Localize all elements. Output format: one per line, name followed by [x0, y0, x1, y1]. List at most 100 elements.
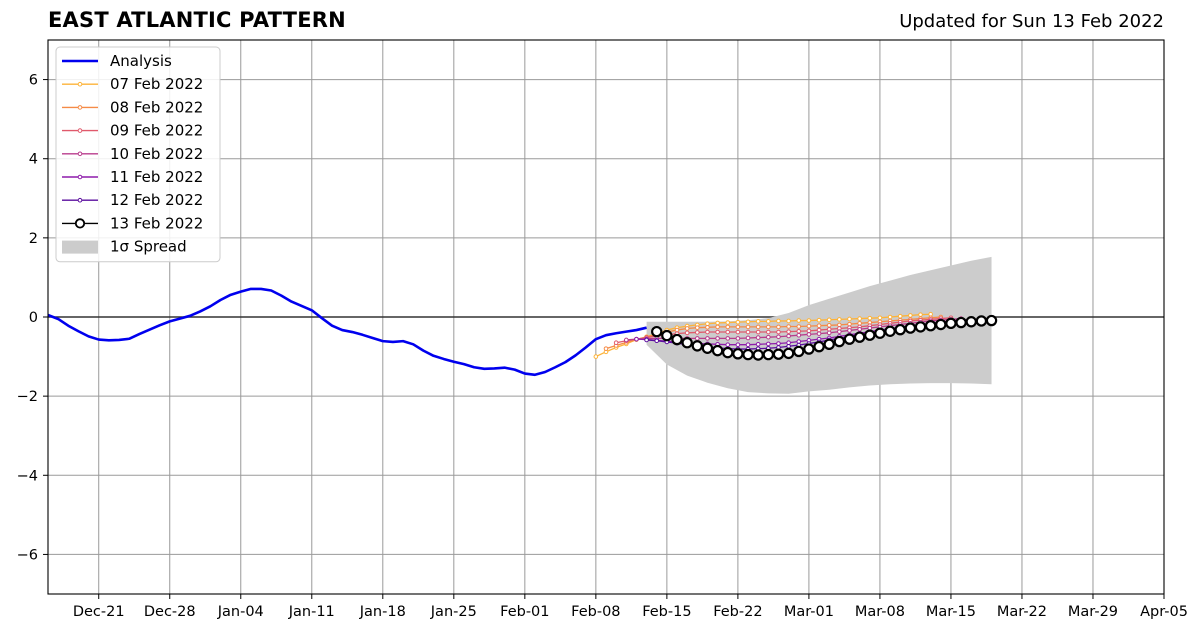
data-point	[732, 348, 744, 360]
data-point	[766, 324, 771, 330]
data-point	[715, 336, 720, 341]
data-point	[847, 316, 852, 322]
data-point	[735, 342, 741, 348]
x-tick-label: Jan-18	[359, 604, 406, 620]
y-tick-label: −4	[17, 468, 38, 484]
series-layer	[47, 287, 998, 377]
data-point	[826, 323, 832, 328]
chart-title: EAST ATLANTIC PATTERN	[48, 8, 346, 32]
data-point	[803, 343, 815, 355]
data-point	[857, 326, 862, 332]
data-point	[837, 317, 842, 322]
y-tick-label: 4	[29, 152, 38, 168]
data-point	[796, 324, 802, 329]
data-point	[965, 316, 977, 328]
x-tick-label: Mar-22	[997, 604, 1047, 620]
x-tick-label: Feb-08	[571, 604, 620, 620]
data-point	[705, 329, 710, 335]
data-point	[918, 312, 923, 317]
data-point	[705, 336, 710, 341]
data-point	[806, 323, 812, 329]
data-point	[786, 329, 791, 334]
data-point	[691, 340, 704, 352]
data-point	[826, 326, 832, 332]
data-point	[745, 329, 751, 335]
data-point	[623, 337, 629, 343]
x-tick-label: Mar-01	[784, 604, 834, 620]
data-point	[735, 336, 741, 341]
data-point	[776, 334, 781, 340]
data-point	[857, 316, 862, 321]
data-point	[908, 313, 913, 318]
data-point	[816, 327, 822, 333]
legend-marker	[77, 151, 83, 157]
data-point	[884, 325, 896, 337]
data-point	[711, 344, 724, 357]
data-point	[715, 329, 720, 335]
legend-label: 08 Feb 2022	[110, 98, 203, 116]
grid-layer	[48, 40, 1164, 594]
y-tick-label: 6	[29, 73, 38, 89]
data-point	[796, 318, 802, 323]
data-point	[776, 318, 781, 324]
data-point	[928, 311, 933, 317]
data-point	[945, 317, 957, 330]
x-tick-label: Mar-29	[1068, 604, 1118, 620]
data-point	[867, 315, 873, 321]
data-point	[695, 336, 700, 341]
data-point	[725, 336, 731, 341]
data-point	[786, 333, 791, 339]
x-tick-label: Jan-25	[430, 604, 477, 620]
data-point	[671, 333, 683, 346]
legend-label: 1σ Spread	[110, 238, 187, 256]
x-tick-label: Jan-11	[288, 604, 335, 620]
legend-label: 09 Feb 2022	[110, 122, 203, 140]
data-point	[705, 324, 710, 330]
data-point	[772, 348, 785, 360]
data-point	[766, 319, 771, 324]
data-point	[745, 324, 751, 330]
data-point	[894, 323, 906, 336]
data-point	[806, 332, 812, 337]
data-point	[867, 325, 873, 331]
data-point	[755, 329, 761, 335]
x-tick-label: Feb-22	[713, 604, 762, 620]
x-tick-label: Dec-28	[144, 604, 196, 620]
data-point	[887, 314, 893, 320]
data-point	[725, 320, 731, 325]
data-point	[684, 326, 690, 331]
data-point	[695, 325, 700, 330]
data-point	[857, 321, 862, 326]
data-point	[715, 320, 720, 326]
x-tick-label: Feb-01	[500, 604, 549, 620]
data-point	[661, 329, 673, 342]
data-point	[725, 324, 731, 330]
data-point	[762, 348, 775, 361]
legend-label: 07 Feb 2022	[110, 75, 203, 93]
data-point	[796, 328, 802, 334]
data-point	[722, 346, 734, 359]
data-point	[782, 347, 795, 360]
data-point	[755, 335, 761, 340]
chart-subtitle: Updated for Sun 13 Feb 2022	[899, 11, 1164, 32]
data-point	[833, 335, 846, 348]
legend-label: 13 Feb 2022	[110, 214, 203, 232]
data-point	[654, 338, 660, 344]
data-point	[752, 349, 764, 361]
data-point	[766, 329, 771, 335]
x-tick-label: Mar-15	[926, 604, 976, 620]
data-point	[776, 324, 781, 330]
data-point	[955, 316, 967, 329]
legend-label: Analysis	[110, 52, 172, 70]
legend-marker	[77, 197, 83, 203]
data-point	[755, 342, 761, 347]
y-tick-label: 2	[29, 231, 38, 247]
legend-marker	[77, 128, 83, 133]
data-point	[837, 329, 842, 334]
legend-marker	[77, 81, 83, 87]
data-point	[735, 324, 741, 330]
data-point	[695, 330, 700, 335]
data-point	[705, 321, 710, 327]
data-point	[603, 346, 609, 351]
